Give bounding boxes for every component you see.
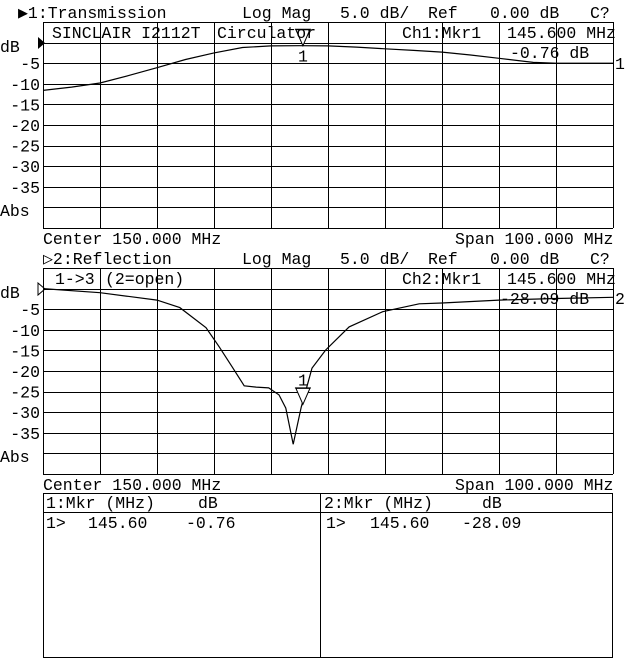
channel2-y-labels: -5 -10-15 -20 -25-30 -35 — [10, 301, 40, 444]
y-tick-label: -35 — [10, 179, 40, 198]
y-tick-label: -20 — [10, 117, 40, 136]
marker-label: 1 — [298, 48, 308, 67]
channel1-cal-status: C? — [590, 4, 610, 23]
y-tick-label: -5 — [20, 301, 40, 320]
channel1-ref-label: Ref — [428, 4, 458, 23]
y-tick-label: -30 — [10, 158, 40, 177]
channel1-unit: dB — [0, 38, 20, 57]
y-tick-label: -25 — [10, 138, 40, 157]
marker-table: 1:Mkr (MHz) dB 1> 145.60 -0.76 2:Mkr (MH… — [43, 493, 613, 658]
channel1-y-labels: -5 -10-15 -20 -25-30 -35 — [10, 55, 40, 198]
y-tick-label: -10 — [10, 322, 40, 341]
marker-table-1-row-value: -0.76 — [186, 514, 236, 533]
channel1-annotation: SINCLAIR I2112T Circulator Ch1:Mkr1 145.… — [52, 24, 616, 63]
marker-table-2-row-freq: 145.60 — [370, 514, 429, 533]
y-tick-label: -5 — [20, 55, 40, 74]
channel1-plot: 1 — [42, 22, 614, 229]
channel2-format: Log Mag — [242, 250, 311, 269]
marker-table-2-col1: 2:Mkr (MHz) — [324, 494, 433, 513]
channel2-marker-freq: 145.600 MHz — [507, 270, 616, 289]
channel1-format: Log Mag — [242, 4, 311, 23]
channel2-scale: 5.0 dB/ — [340, 250, 409, 269]
channel2-ref-value: 0.00 dB — [490, 250, 559, 269]
channel2-ref-marker-icon — [37, 281, 46, 297]
channel1-marker-value: -0.76 dB — [510, 44, 589, 63]
channel2-span: Span 100.000 MHz — [455, 476, 613, 495]
channel2-annotation-middle: (2=open) — [105, 270, 184, 289]
channel1-header: ▶1:Transmission Log Mag 5.0 dB/ Ref 0.00… — [18, 4, 610, 23]
marker-table-1-col2: dB — [198, 494, 218, 513]
channel1-marker-freq: 145.600 MHz — [507, 24, 616, 43]
trace-line — [42, 288, 614, 445]
channel2-center: Center 150.000 MHz — [43, 476, 221, 495]
y-tick-label: -35 — [10, 425, 40, 444]
channel2-marker-value: -28.09 dB — [500, 290, 589, 309]
channel1-marker-label: Ch1:Mkr1 — [402, 24, 481, 43]
channel1-annotation-left: SINCLAIR I2112T — [52, 24, 201, 43]
channel1-title[interactable]: ▶1:Transmission — [18, 4, 167, 23]
channel2-plot: 1 — [42, 268, 614, 475]
channel2-unit: dB — [0, 284, 20, 303]
channel2-annotation-left: 1->3 — [55, 270, 95, 289]
channel1-annotation-middle: Circulator — [217, 24, 316, 43]
channel2-cal-status: C? — [590, 250, 610, 269]
channel2-marker-label: Ch2:Mkr1 — [402, 270, 481, 289]
marker-table-2-row-value: -28.09 — [462, 514, 521, 533]
channel1-span: Span 100.000 MHz — [455, 230, 613, 249]
marker-table-2-row-id: 1> — [326, 514, 346, 533]
channel1-ref-marker-icon — [38, 37, 45, 49]
channel1-ref-position-label: 1 — [615, 55, 625, 74]
marker-table-2-col2: dB — [482, 494, 502, 513]
y-tick-label: -25 — [10, 384, 40, 403]
channel2-ref-label: Ref — [428, 250, 458, 269]
marker-label: 1 — [298, 371, 308, 390]
y-tick-label: -20 — [10, 363, 40, 382]
channel2-abs-label: Abs — [0, 448, 30, 467]
trace-line — [42, 45, 613, 91]
channel2-title[interactable]: ▷2:Reflection — [43, 250, 172, 269]
y-tick-label: -30 — [10, 404, 40, 423]
y-tick-label: -15 — [10, 342, 40, 361]
channel2-header: ▷2:Reflection Log Mag 5.0 dB/ Ref 0.00 d… — [43, 250, 610, 269]
channel2-ref-position-label: 2 — [615, 290, 625, 309]
channel1-center: Center 150.000 MHz — [43, 230, 221, 249]
marker-table-1-row-id: 1> — [46, 514, 66, 533]
y-tick-label: -15 — [10, 96, 40, 115]
y-tick-label: -10 — [10, 76, 40, 95]
marker-table-1-row-freq: 145.60 — [88, 514, 147, 533]
marker-table-1-col1: 1:Mkr (MHz) — [46, 494, 155, 513]
channel1-abs-label: Abs — [0, 202, 30, 221]
channel2-annotation: 1->3 (2=open) Ch2:Mkr1 145.600 MHz -28.0… — [55, 270, 616, 309]
channel1-ref-value: 0.00 dB — [490, 4, 559, 23]
channel1-scale: 5.0 dB/ — [340, 4, 409, 23]
